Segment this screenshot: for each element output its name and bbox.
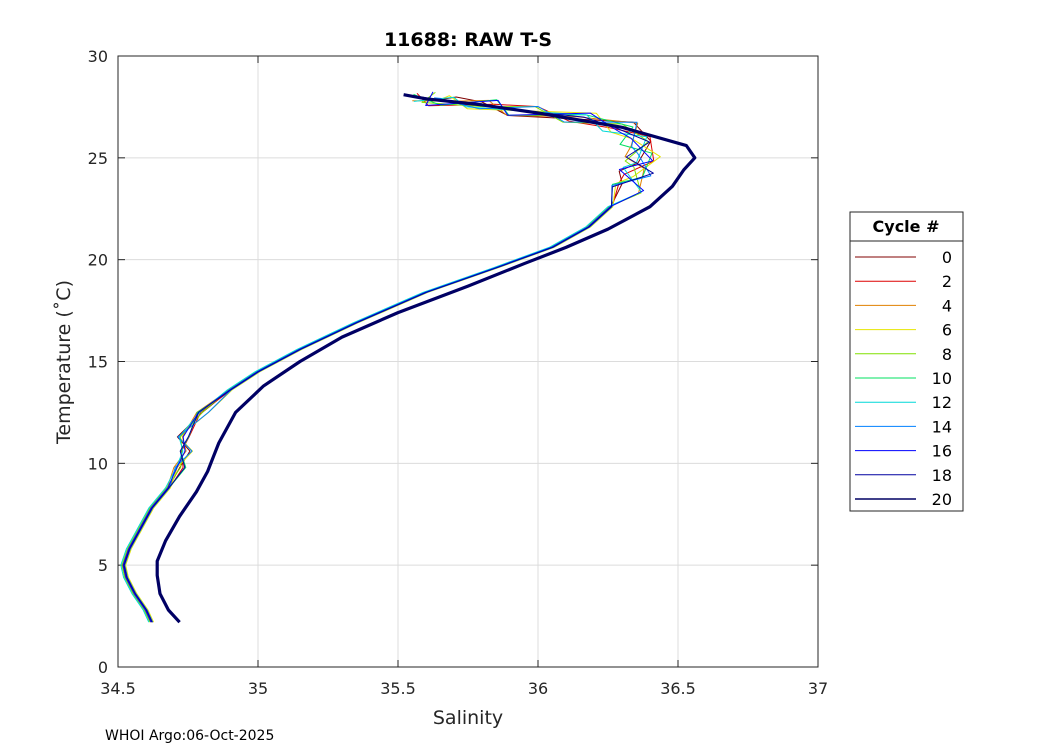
grid	[117, 55, 819, 668]
x-tick-label: 36	[528, 679, 548, 698]
footer-credit: WHOI Argo:06-Oct-2025	[105, 728, 274, 744]
x-tick-label: 34.5	[100, 679, 136, 698]
legend: Cycle # 0 2 4 6 8 10 12 14 16 18 20	[849, 211, 964, 512]
y-tick-label: 10	[88, 454, 108, 473]
legend-label-cycle-12: 12	[932, 393, 952, 412]
legend-label-cycle-8: 8	[942, 345, 952, 364]
y-tick-label: 0	[98, 658, 108, 677]
y-tick-label: 5	[98, 556, 108, 575]
legend-label-cycle-10: 10	[932, 369, 952, 388]
legend-label-cycle-6: 6	[942, 321, 952, 340]
legend-label-cycle-16: 16	[932, 442, 952, 461]
legend-label-cycle-2: 2	[942, 272, 952, 291]
x-tick-label: 35	[248, 679, 268, 698]
x-axis-label: Salinity	[433, 707, 503, 729]
y-tick-label: 30	[88, 47, 108, 66]
legend-label-cycle-14: 14	[932, 417, 952, 436]
series-line-cycle-16	[122, 91, 654, 623]
x-tick-label: 35.5	[380, 679, 416, 698]
legend-label-cycle-4: 4	[942, 296, 952, 315]
series-line-cycle-20	[155, 93, 697, 624]
legend-title: Cycle #	[873, 217, 940, 236]
y-axis-ticks: 0 5 10 15 20 25 30	[88, 47, 818, 677]
legend-items: 0 2 4 6 8 10 12 14 16 18 20	[855, 248, 952, 509]
x-tick-label: 37	[808, 679, 828, 698]
y-tick-label: 25	[88, 149, 108, 168]
x-axis-ticks: 34.5 35 35.5 36 36.5 37	[100, 56, 828, 698]
series-lines	[120, 91, 697, 624]
y-axis-label: Temperature (˚C)	[53, 280, 75, 445]
x-tick-label: 36.5	[660, 679, 696, 698]
legend-box	[849, 211, 964, 512]
legend-label-cycle-20: 20	[932, 490, 952, 509]
y-tick-label: 15	[88, 353, 108, 372]
chart-title: 11688: RAW T-S	[384, 29, 552, 51]
series-line-cycle-18	[123, 95, 654, 623]
legend-label-cycle-0: 0	[942, 248, 952, 267]
legend-label-cycle-18: 18	[932, 466, 952, 485]
y-tick-label: 20	[88, 251, 108, 270]
series-line-cycle-12	[120, 96, 648, 623]
plot-frame	[117, 55, 819, 668]
